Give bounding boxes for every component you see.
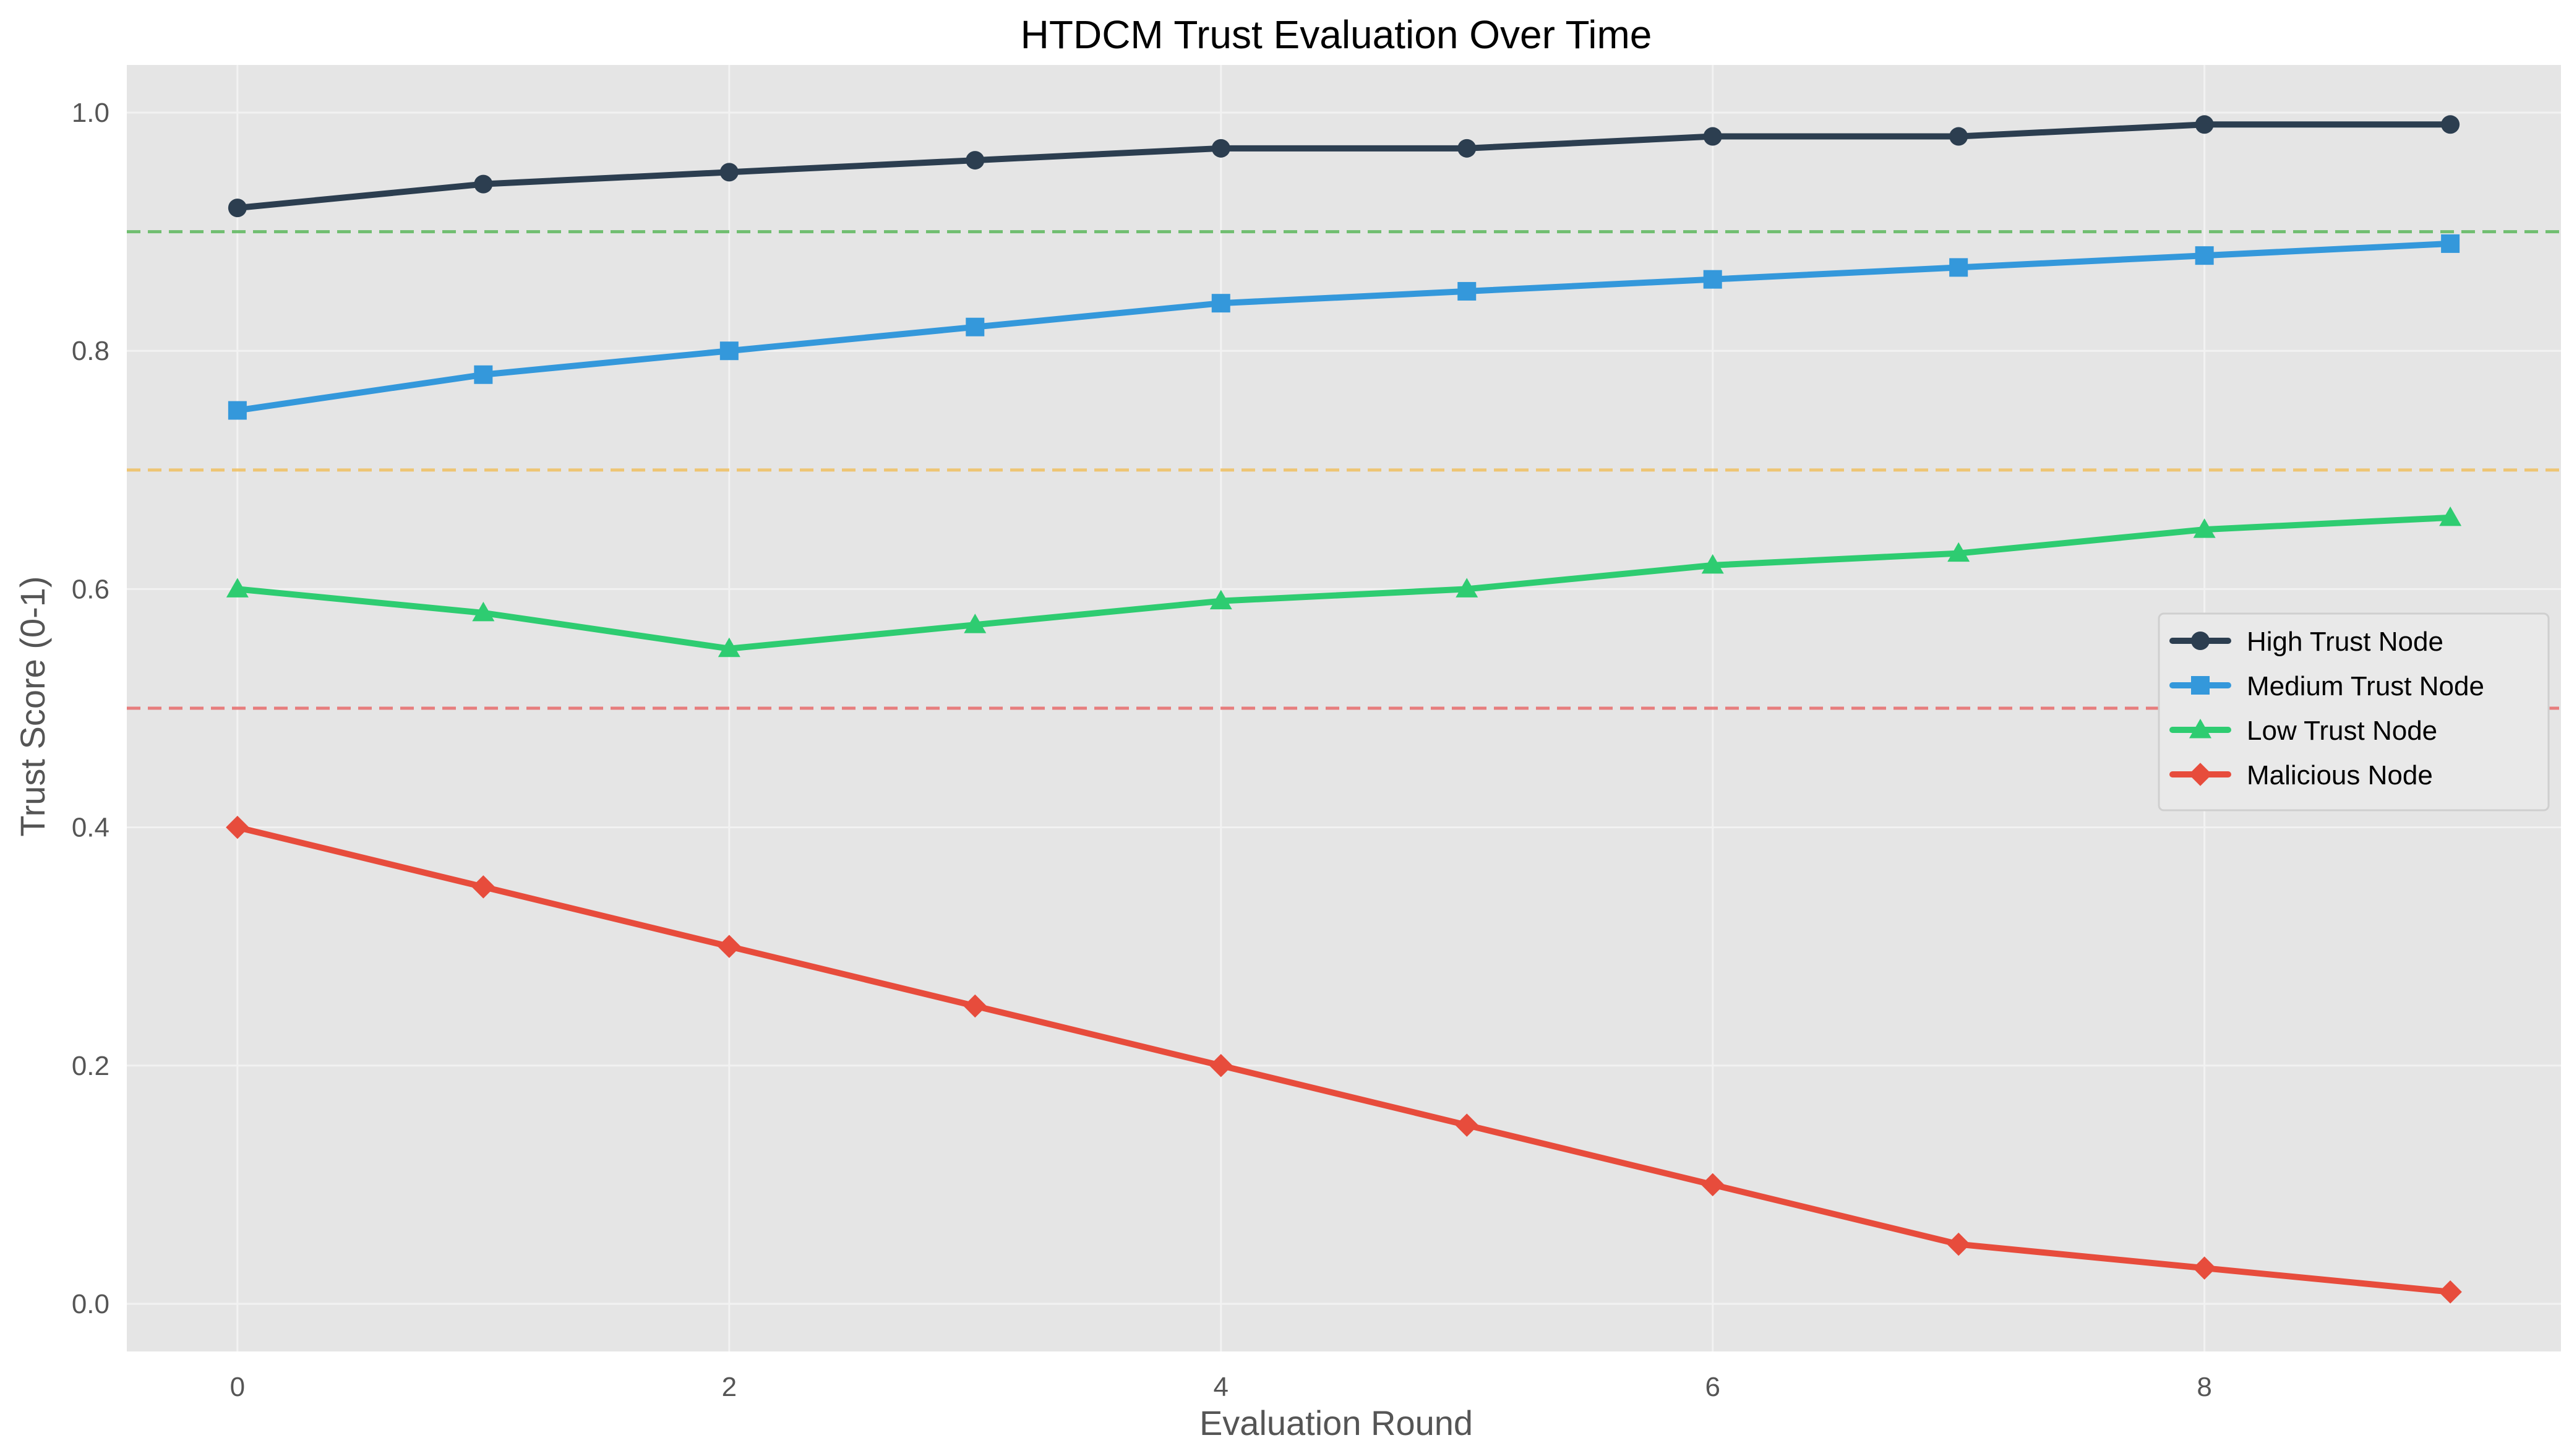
data-point-medium-trust-node [1457,281,1477,301]
series-low-trust-node [226,506,2462,657]
legend-marker [2189,719,2211,739]
y-tick-label: 0.8 [72,336,109,366]
data-point-high-trust-node [1703,127,1722,146]
data-point-low-trust-node [472,601,495,622]
chart-title: HTDCM Trust Evaluation Over Time [1021,12,1652,57]
data-point-malicious-node [1701,1173,1725,1197]
x-tick-label: 8 [2197,1372,2211,1402]
series-group [226,115,2462,1304]
data-point-low-trust-node [1456,578,1478,597]
data-point-high-trust-node [2195,115,2214,134]
data-point-malicious-node [226,815,249,839]
legend: High Trust Node Medium Trust Node Low Trus… [2158,612,2550,812]
legend-item-malicious-node: Malicious Node [2169,760,2433,790]
y-tick-label: 0.4 [72,813,109,843]
data-point-low-trust-node [2439,506,2462,526]
threshold-lines [127,230,2561,710]
data-point-low-trust-node [718,637,740,657]
data-point-medium-trust-node [719,341,739,361]
data-point-high-trust-node [228,199,247,218]
data-point-malicious-node [2438,1280,2462,1304]
data-point-medium-trust-node [1949,258,1968,277]
series-line-low-trust-node [234,514,2454,652]
y-axis-ticks: 0.0 0.2 0.4 0.6 0.8 1.0 [72,98,109,1319]
legend-item-medium-trust-node: Medium Trust Node [2169,671,2484,701]
series-malicious-node [226,815,2462,1304]
data-point-malicious-node [471,875,495,899]
data-point-high-trust-node [1211,139,1230,158]
data-point-malicious-node [2192,1256,2216,1280]
x-tick-label: 0 [230,1372,245,1402]
legend-item-low-trust-node: Low Trust Node [2169,716,2437,746]
data-point-high-trust-node [966,151,985,170]
legend-item-high-trust-node: High Trust Node [2169,627,2443,657]
y-tick-label: 1.0 [72,98,109,128]
data-point-low-trust-node [964,614,987,633]
legend-label: Low Trust Node [2247,716,2437,746]
data-point-medium-trust-node [1211,294,1230,313]
series-high-trust-node [228,115,2460,218]
legend-label: High Trust Node [2247,627,2443,657]
x-axis-ticks: 0 2 4 6 8 [230,1372,2212,1402]
data-point-high-trust-node [1949,127,1968,146]
data-point-low-trust-node [1209,589,1232,610]
data-point-low-trust-node [226,578,249,597]
data-point-medium-trust-node [1703,270,1722,289]
data-point-malicious-node [1209,1054,1233,1077]
data-point-high-trust-node [719,163,739,182]
data-point-medium-trust-node [2195,246,2214,265]
series-line-high-trust-node [234,121,2454,212]
data-point-medium-trust-node [2441,234,2460,253]
data-point-low-trust-node [2193,518,2216,538]
y-axis-label: Trust Score (0-1) [13,576,52,836]
legend-label: Medium Trust Node [2247,671,2484,701]
y-tick-label: 0.2 [72,1051,109,1081]
x-tick-label: 6 [1705,1372,1720,1402]
data-point-low-trust-node [1947,542,1970,562]
legend-label: Malicious Node [2247,760,2433,790]
series-line-malicious-node [234,824,2454,1295]
data-point-medium-trust-node [966,317,985,336]
grid [127,65,2561,1351]
data-point-malicious-node [963,994,987,1018]
data-point-medium-trust-node [474,365,493,384]
data-point-high-trust-node [1457,139,1477,158]
x-tick-label: 4 [1214,1372,1229,1402]
y-tick-label: 0.0 [72,1289,109,1319]
data-point-malicious-node [718,935,741,958]
series-line-medium-trust-node [234,240,2454,414]
data-point-malicious-node [1455,1113,1478,1137]
series-medium-trust-node [228,234,2460,420]
data-point-high-trust-node [474,174,493,194]
data-point-malicious-node [1947,1232,1970,1256]
data-point-low-trust-node [1701,554,1724,574]
x-axis-label: Evaluation Round [1199,1403,1473,1442]
x-tick-label: 2 [722,1372,737,1402]
y-tick-label: 0.6 [72,574,109,604]
legend-marker [2191,632,2210,650]
data-point-medium-trust-node [228,401,247,420]
legend-marker [2189,763,2212,786]
data-point-high-trust-node [2441,115,2460,134]
legend-marker [2191,676,2210,695]
legend-box [2158,612,2550,812]
